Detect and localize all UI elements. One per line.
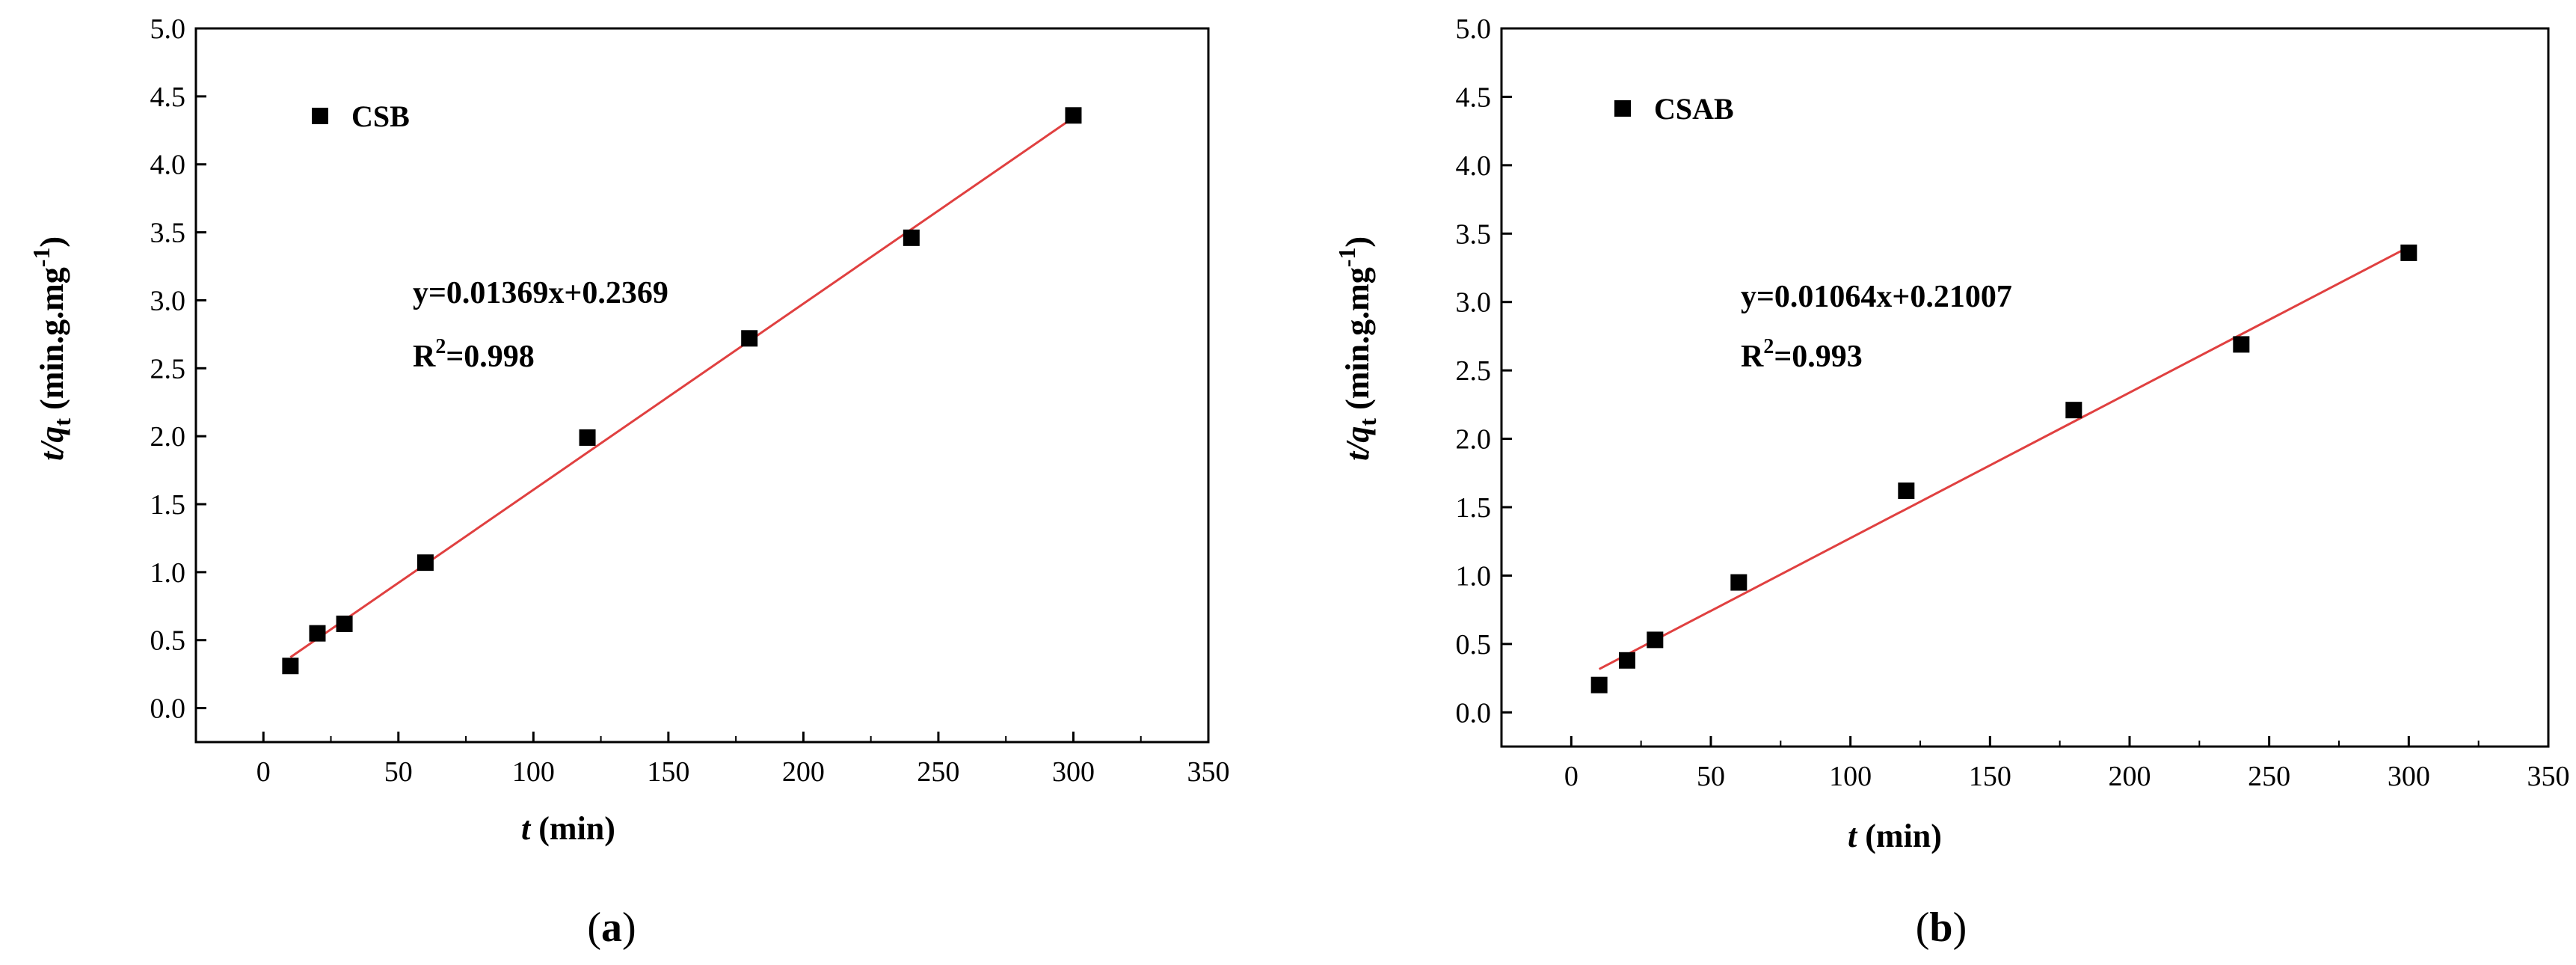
x-axis-label: t (min): [1848, 818, 1942, 854]
data-point: [741, 330, 758, 347]
data-point: [336, 615, 353, 632]
y-tick-label: 4.0: [1456, 150, 1492, 182]
x-tick-label: 250: [917, 756, 959, 788]
chart-panel-a: 0 50 100 150 200 250 300 350 0.0 0.5 1.0 1.5 2.0 2.5 3…: [28, 13, 1230, 951]
data-point: [1590, 676, 1608, 693]
y-tick-label: 4.5: [150, 82, 186, 113]
y-tick-label: 1.0: [150, 557, 186, 589]
data-point: [2233, 336, 2250, 353]
y-tick-label: 5.0: [1456, 13, 1492, 45]
y-tick-label: 5.0: [150, 13, 186, 45]
y-tick-label: 1.5: [150, 489, 186, 521]
x-tick-label: 50: [384, 756, 413, 788]
y-axis-label: t/qt (min.g.mg-1): [1333, 236, 1381, 461]
data-point: [1619, 652, 1635, 669]
fit-equation: y=0.01369x+0.2369: [413, 276, 668, 310]
y-axis-label: t/qt (min.g.mg-1): [28, 236, 76, 461]
y-tick-label: 2.0: [1456, 424, 1492, 456]
r-squared: R2=0.998: [413, 335, 535, 374]
x-axis-label-var: t: [521, 810, 532, 847]
y-tick-label: 0.5: [150, 625, 186, 657]
r-squared: R2=0.993: [1741, 335, 1863, 374]
x-tick-label: 300: [1052, 756, 1095, 788]
fit-line: [1598, 245, 2410, 670]
y-tick-label: 0.0: [1456, 697, 1492, 729]
panel-label: (a): [587, 904, 636, 951]
y-tick-label: 3.0: [150, 285, 186, 316]
y-tick-label: 1.0: [1456, 560, 1492, 592]
chart-panel-b: 0 50 100 150 200 250 300 350 0.0 0.5 1.0 1.5 2.0 2.5 3…: [1333, 13, 2570, 951]
x-tick-label: 250: [2248, 761, 2290, 792]
x-tick-label: 100: [1829, 761, 1872, 792]
data-point: [1730, 574, 1747, 591]
y-tick-label: 1.5: [1456, 492, 1492, 524]
legend-marker: [312, 108, 328, 124]
fit-line: [289, 116, 1075, 658]
data-point: [416, 554, 434, 572]
y-tick-label: 4.5: [1456, 82, 1492, 113]
x-tick-label: 150: [1969, 761, 2011, 792]
data-point: [282, 658, 299, 675]
y-tick-label: 3.5: [150, 218, 186, 249]
data-point: [1898, 482, 1915, 500]
panel-label: (b): [1916, 904, 1967, 951]
data-point: [1065, 107, 1082, 124]
y-tick-label: 2.5: [150, 353, 186, 385]
x-tick-label: 0: [1564, 761, 1579, 792]
legend-label: CSB: [351, 99, 410, 133]
data-point: [2065, 402, 2082, 419]
data-point: [1647, 631, 1664, 649]
y-tick-label: 3.0: [1456, 287, 1492, 319]
fit-equation: y=0.01064x+0.21007: [1741, 280, 2012, 314]
legend-label: CSAB: [1654, 92, 1734, 126]
x-axis-label: t (min): [521, 810, 615, 847]
y-tick-label: 4.0: [150, 150, 186, 181]
y-tick-label: 2.0: [150, 421, 186, 453]
x-tick-label: 150: [647, 756, 689, 788]
data-point: [579, 429, 596, 446]
data-point: [903, 229, 920, 246]
data-point: [2400, 244, 2417, 261]
x-tick-label: 350: [1187, 756, 1230, 788]
x-axis-label-unit: (min): [530, 810, 615, 847]
x-tick-label: 200: [2109, 761, 2151, 792]
y-tick-label: 0.5: [1456, 629, 1492, 661]
x-tick-label: 50: [1697, 761, 1725, 792]
x-tick-label: 200: [782, 756, 825, 788]
legend-marker: [1614, 100, 1631, 117]
plot-frame: [1500, 27, 2550, 748]
x-tick-label: 300: [2388, 761, 2430, 792]
plot-frame: [194, 27, 1210, 744]
y-tick-label: 3.5: [1456, 218, 1492, 250]
y-tick-label: 0.0: [150, 693, 186, 725]
x-tick-label: 100: [512, 756, 555, 788]
x-tick-label: 350: [2527, 761, 2570, 792]
x-tick-label: 0: [256, 756, 271, 788]
data-point: [309, 625, 326, 642]
x-axis-label-unit: (min): [1857, 818, 1942, 854]
x-axis-label-var: t: [1848, 818, 1858, 854]
y-tick-label: 2.5: [1456, 355, 1492, 387]
